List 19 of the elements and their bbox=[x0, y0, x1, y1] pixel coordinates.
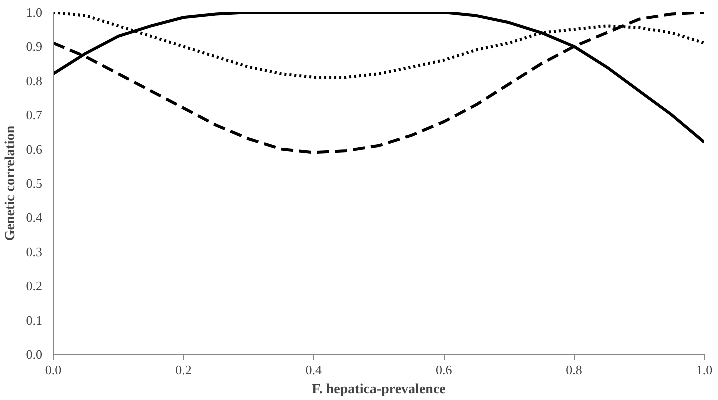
x-tick-label: 0.6 bbox=[436, 362, 453, 378]
y-tick-label: 0.2 bbox=[26, 278, 42, 294]
y-tick-label: 0.9 bbox=[26, 39, 42, 54]
y-tick-label: 0.7 bbox=[26, 108, 43, 123]
x-tick-label: 1.0 bbox=[696, 362, 713, 378]
y-tick-label: 0.1 bbox=[26, 312, 42, 328]
x-tick-label: 0.4 bbox=[306, 362, 323, 378]
x-axis-title: F. hepatica-prevalence bbox=[312, 382, 446, 398]
y-tick-label: 0.4 bbox=[26, 210, 43, 226]
y-tick-label: 0.5 bbox=[26, 176, 42, 191]
y-tick-label: 1.0 bbox=[26, 5, 42, 20]
y-tick-label: 0.3 bbox=[26, 244, 42, 260]
x-tick-label: 0.0 bbox=[45, 362, 62, 378]
y-tick-label: 0.6 bbox=[26, 142, 43, 157]
x-tick-label: 0.2 bbox=[176, 362, 192, 378]
y-axis-title: Genetic correlation bbox=[3, 126, 18, 242]
y-tick-label: 0.8 bbox=[26, 73, 42, 88]
y-tick-label: 0.0 bbox=[26, 347, 42, 362]
x-tick-label: 0.8 bbox=[566, 362, 582, 378]
